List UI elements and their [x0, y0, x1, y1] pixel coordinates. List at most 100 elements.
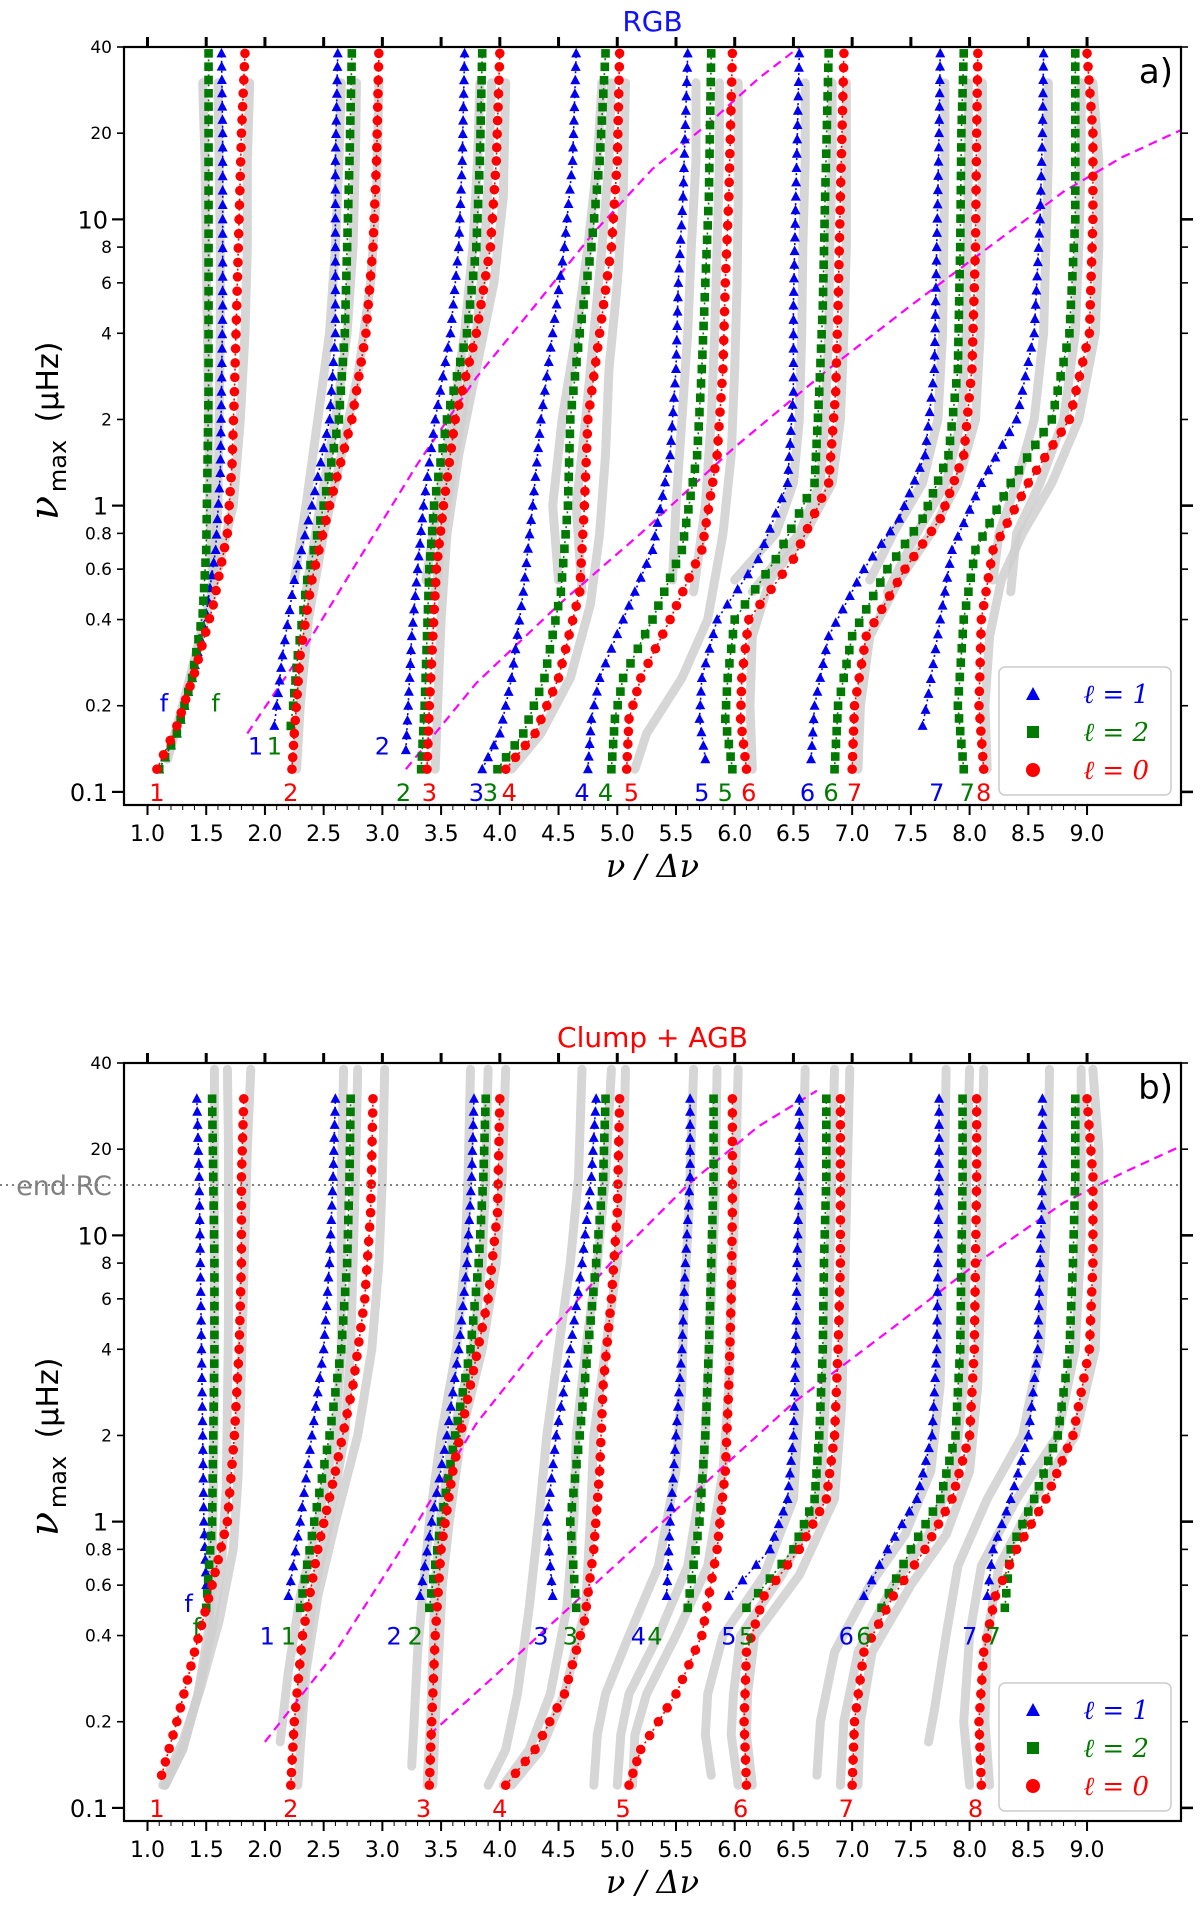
marker-triangle [789, 1372, 800, 1382]
marker-circle [236, 1172, 247, 1182]
marker-circle [608, 213, 619, 224]
marker-triangle [914, 462, 925, 472]
marker-circle [741, 1647, 752, 1657]
marker-triangle [674, 263, 685, 273]
marker-circle [975, 1755, 986, 1765]
series-13 [683, 1094, 718, 1613]
marker-square [551, 616, 560, 625]
mode-label: 2 [283, 779, 298, 807]
marker-circle [1087, 243, 1097, 253]
background-track-20 [853, 1064, 989, 1790]
marker-circle [366, 1179, 377, 1190]
mode-label: 1 [149, 1795, 164, 1823]
marker-triangle [194, 1228, 205, 1239]
marker-circle [662, 1703, 672, 1713]
marker-square [697, 364, 707, 374]
marker-triangle [1034, 228, 1045, 238]
marker-triangle [1035, 1243, 1046, 1253]
marker-circle [973, 48, 983, 59]
marker-circle [493, 1165, 504, 1175]
marker-square [345, 129, 355, 139]
marker-square [476, 129, 485, 139]
marker-square [721, 714, 730, 724]
marker-circle [580, 472, 591, 482]
marker-square [709, 1107, 718, 1117]
marker-triangle [700, 753, 711, 764]
marker-circle [736, 700, 746, 711]
marker-square [203, 455, 212, 464]
marker-square [338, 357, 348, 367]
marker-triangle [316, 1358, 327, 1368]
marker-square [418, 739, 427, 749]
marker-triangle [303, 514, 314, 525]
marker-circle [1026, 1519, 1037, 1529]
marker-circle [722, 234, 732, 245]
marker-circle [917, 539, 928, 549]
marker-square [957, 1244, 966, 1254]
marker-square [557, 573, 567, 582]
marker-square [626, 659, 635, 668]
series-5 [285, 1093, 378, 1791]
marker-triangle [426, 442, 437, 453]
marker-square [953, 1388, 963, 1397]
marker-circle [726, 1294, 736, 1304]
marker-triangle [436, 1458, 447, 1469]
marker-triangle [1037, 1132, 1048, 1142]
marker-square [459, 343, 468, 352]
x-tick-label: 3.5 [424, 822, 459, 847]
marker-circle [478, 285, 489, 295]
marker-square [204, 49, 213, 58]
marker-triangle [788, 1415, 799, 1426]
marker-circle [238, 1120, 248, 1130]
marker-circle [310, 560, 321, 570]
marker-triangle [1037, 1106, 1048, 1116]
marker-square [814, 387, 824, 397]
marker-triangle [680, 105, 691, 115]
marker-square [599, 89, 608, 99]
marker-square [816, 1388, 826, 1397]
marker-circle [364, 285, 375, 295]
marker-circle [448, 429, 459, 439]
marker-square [833, 701, 843, 711]
marker-triangle [932, 1271, 943, 1282]
legend-label: ℓ = 2 [1083, 718, 1149, 748]
marker-square [423, 605, 433, 614]
marker-square [1070, 1201, 1079, 1210]
marker-triangle [764, 1543, 775, 1554]
marker-square [589, 1287, 598, 1297]
marker-triangle [216, 386, 227, 396]
marker-square [701, 264, 711, 273]
marker-triangle [681, 76, 692, 87]
marker-triangle [546, 1473, 557, 1483]
marker-square [344, 185, 354, 194]
marker-circle [705, 491, 716, 501]
marker-square [596, 1201, 606, 1210]
marker-square [722, 727, 732, 736]
marker-circle [1088, 1200, 1098, 1211]
marker-triangle [675, 1358, 686, 1368]
marker-square [703, 1359, 713, 1368]
marker-circle [855, 1675, 865, 1685]
marker-circle [809, 508, 820, 519]
y-axis-label-symbol: ν [22, 1512, 68, 1536]
marker-triangle [790, 1343, 801, 1354]
panel-label: a) [1139, 52, 1173, 92]
marker-circle [972, 61, 983, 72]
marker-circle [536, 714, 546, 725]
marker-triangle [414, 1590, 425, 1600]
marker-circle [736, 673, 747, 683]
marker-triangle [933, 1228, 944, 1239]
marker-circle [740, 1675, 751, 1685]
marker-circle [365, 271, 376, 281]
marker-square [343, 1244, 352, 1254]
marker-triangle [1026, 1401, 1037, 1411]
marker-circle [305, 1587, 315, 1598]
marker-square [725, 659, 734, 668]
legend-label: ℓ = 1 [1083, 1696, 1149, 1726]
marker-triangle [788, 371, 799, 382]
marker-square [707, 1244, 716, 1254]
marker-square [479, 1172, 488, 1182]
marker-circle [847, 1767, 858, 1778]
marker-circle [722, 1423, 732, 1433]
marker-triangle [533, 442, 544, 453]
